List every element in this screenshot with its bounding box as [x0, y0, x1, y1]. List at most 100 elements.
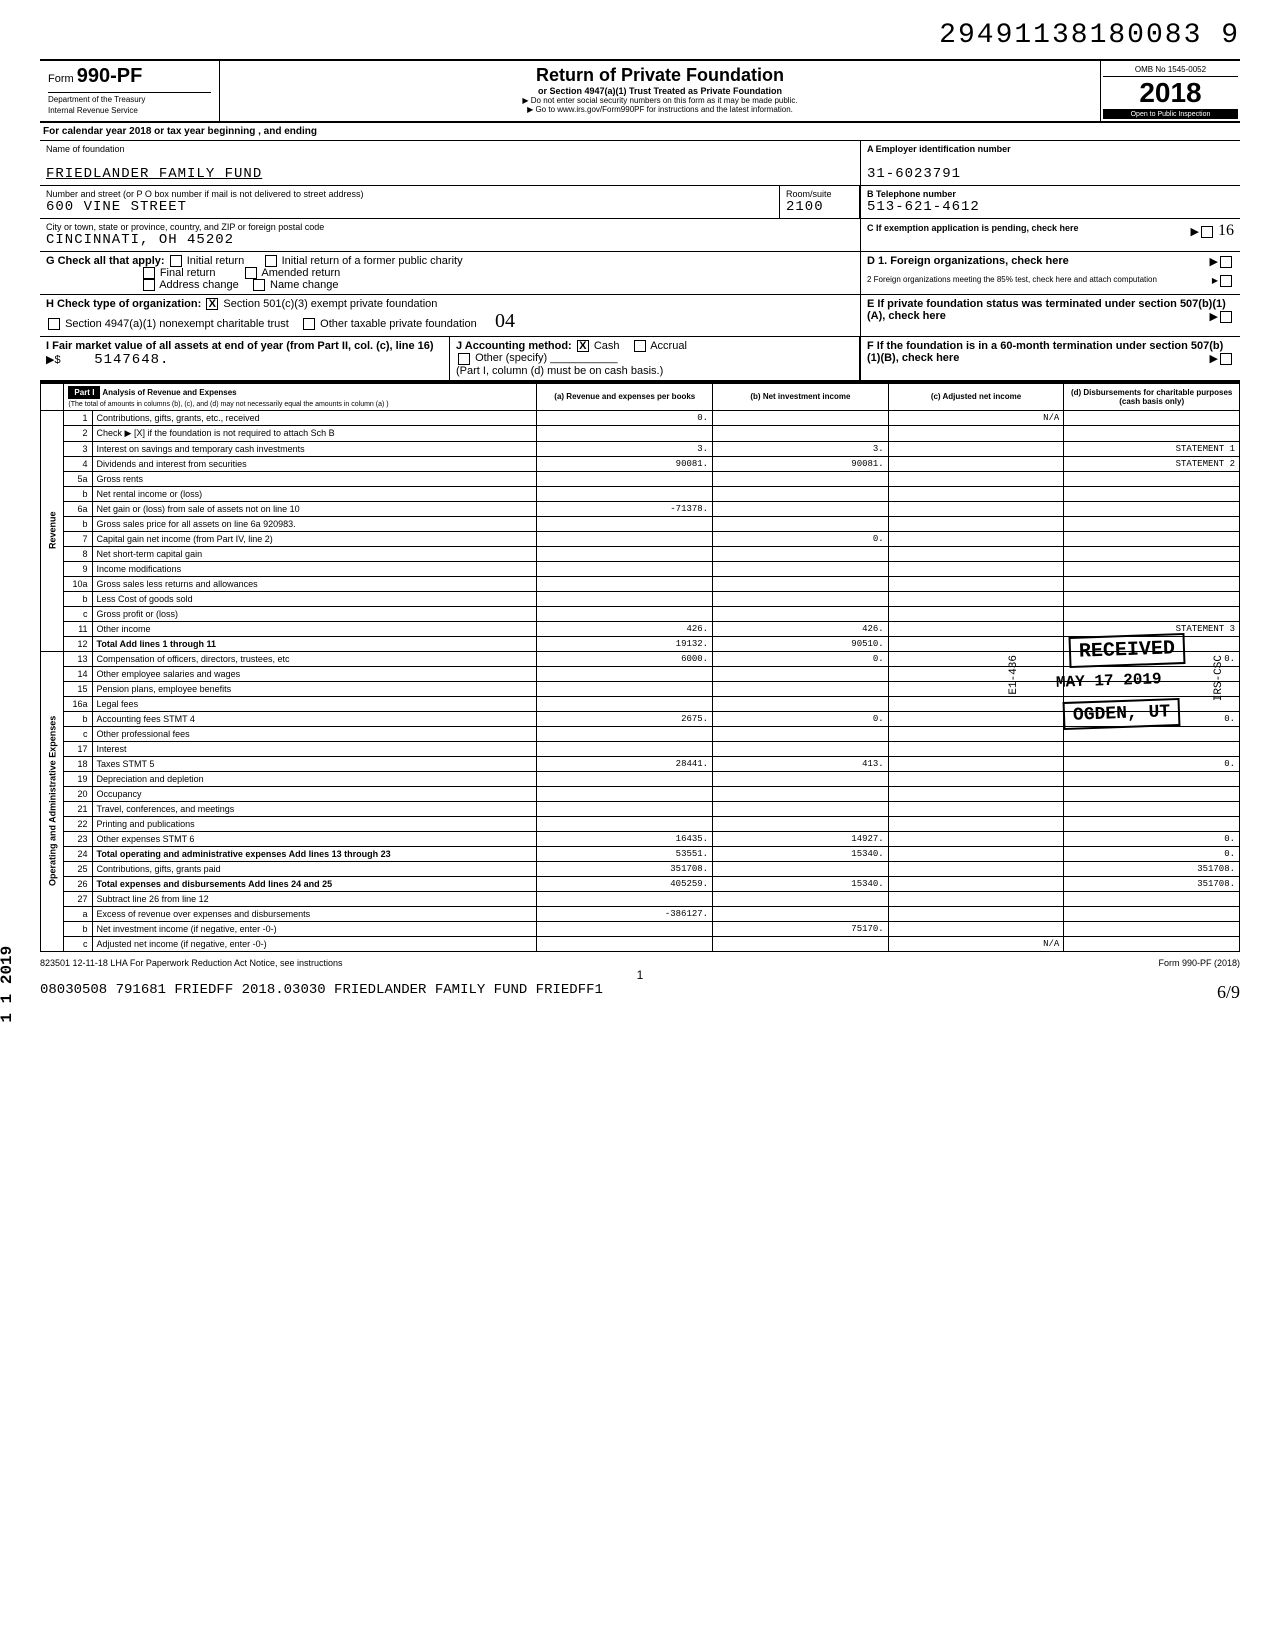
footer-left: 823501 12-11-18 LHA For Paperwork Reduct… — [40, 958, 343, 968]
line-description: Other professional fees — [92, 726, 537, 741]
g-former-checkbox[interactable] — [265, 255, 277, 267]
line-number: 15 — [64, 681, 92, 696]
value-cell — [1064, 531, 1240, 546]
g-address-checkbox[interactable] — [143, 279, 155, 291]
table-row: 18Taxes STMT 528441.413.0. — [41, 756, 1240, 771]
value-cell: 16435. — [537, 831, 713, 846]
city-exemption-row: City or town, state or province, country… — [40, 219, 1240, 252]
table-row: 22Printing and publications — [41, 816, 1240, 831]
line-description: Legal fees — [92, 696, 537, 711]
line-number: b — [64, 486, 92, 501]
j-label: J Accounting method: — [456, 340, 572, 352]
g-amended: Amended return — [261, 267, 340, 279]
line-number: 17 — [64, 741, 92, 756]
value-cell: 2675. — [537, 711, 713, 726]
line-number: 9 — [64, 561, 92, 576]
line-number: b — [64, 516, 92, 531]
value-cell — [713, 486, 889, 501]
title-warn: ▶ Do not enter social security numbers o… — [224, 96, 1096, 105]
d2-checkbox[interactable] — [1220, 275, 1232, 287]
h-other: Other taxable private foundation — [320, 318, 477, 330]
value-cell — [713, 591, 889, 606]
h-other-checkbox[interactable] — [303, 318, 315, 330]
value-cell — [1064, 471, 1240, 486]
value-cell — [1064, 816, 1240, 831]
line-description: Gross sales less returns and allowances — [92, 576, 537, 591]
j-other-checkbox[interactable] — [458, 353, 470, 365]
g-final-checkbox[interactable] — [143, 267, 155, 279]
value-cell — [888, 516, 1064, 531]
line-description: Compensation of officers, directors, tru… — [92, 651, 537, 666]
j-accrual-checkbox[interactable] — [634, 340, 646, 352]
value-cell — [537, 936, 713, 951]
title-main: Return of Private Foundation — [224, 65, 1096, 86]
table-row: 25Contributions, gifts, grants paid35170… — [41, 861, 1240, 876]
c-checkbox[interactable] — [1201, 226, 1213, 238]
line-number: b — [64, 591, 92, 606]
table-row: 6aNet gain or (loss) from sale of assets… — [41, 501, 1240, 516]
part1-title: Analysis of Revenue and Expenses — [102, 388, 236, 397]
h-4947-checkbox[interactable] — [48, 318, 60, 330]
d1-checkbox[interactable] — [1220, 256, 1232, 268]
line-number: 18 — [64, 756, 92, 771]
line-number: 10a — [64, 576, 92, 591]
year-box: OMB No 1545-0052 2018 Open to Public Ins… — [1100, 61, 1240, 121]
table-row: 24Total operating and administrative exp… — [41, 846, 1240, 861]
table-row: aExcess of revenue over expenses and dis… — [41, 906, 1240, 921]
value-cell — [713, 681, 889, 696]
title-box: Return of Private Foundation or Section … — [220, 61, 1100, 121]
value-cell — [537, 666, 713, 681]
value-cell — [537, 576, 713, 591]
g-amended-checkbox[interactable] — [245, 267, 257, 279]
line-number: 6a — [64, 501, 92, 516]
value-cell — [1064, 906, 1240, 921]
value-cell — [888, 861, 1064, 876]
line-number: 24 — [64, 846, 92, 861]
line-description: Total Add lines 1 through 11 — [92, 636, 537, 651]
value-cell: 0. — [713, 711, 889, 726]
value-cell — [537, 425, 713, 441]
g-initial-checkbox[interactable] — [170, 255, 182, 267]
table-row: bLess Cost of goods sold — [41, 591, 1240, 606]
dept-irs: Internal Revenue Service — [48, 104, 211, 115]
value-cell: 15340. — [713, 846, 889, 861]
line-number: 16a — [64, 696, 92, 711]
table-row: 21Travel, conferences, and meetings — [41, 801, 1240, 816]
value-cell: N/A — [888, 936, 1064, 951]
f-checkbox[interactable] — [1220, 353, 1232, 365]
table-row: 17Interest — [41, 741, 1240, 756]
value-cell — [888, 756, 1064, 771]
value-cell — [1064, 561, 1240, 576]
ein-value: 31-6023791 — [867, 166, 1234, 182]
line-number: 11 — [64, 621, 92, 636]
h-501-checkbox[interactable] — [206, 298, 218, 310]
table-row: cAdjusted net income (if negative, enter… — [41, 936, 1240, 951]
value-cell — [537, 486, 713, 501]
e-checkbox[interactable] — [1220, 311, 1232, 323]
value-cell — [713, 891, 889, 906]
table-row: 8Net short-term capital gain — [41, 546, 1240, 561]
table-row: 27Subtract line 26 from line 12 — [41, 891, 1240, 906]
j-cash-checkbox[interactable] — [577, 340, 589, 352]
line-description: Net gain or (loss) from sale of assets n… — [92, 501, 537, 516]
value-cell — [713, 425, 889, 441]
line-number: 20 — [64, 786, 92, 801]
col-a-header: (a) Revenue and expenses per books — [537, 383, 713, 411]
col-c-header: (c) Adjusted net income — [888, 383, 1064, 411]
value-cell: 0. — [1064, 831, 1240, 846]
line-number: 23 — [64, 831, 92, 846]
value-cell — [888, 561, 1064, 576]
value-cell — [888, 831, 1064, 846]
value-cell — [537, 546, 713, 561]
i-j-f-row: I Fair market value of all assets at end… — [40, 337, 1240, 381]
scanned-stamp: SCANNED JUN 1 1 2019 — [0, 900, 16, 1023]
value-cell — [713, 906, 889, 921]
line-number: 21 — [64, 801, 92, 816]
line-description: Capital gain net income (from Part IV, l… — [92, 531, 537, 546]
line-number: 5a — [64, 471, 92, 486]
value-cell — [537, 816, 713, 831]
table-row: Operating and Administrative Expenses13C… — [41, 651, 1240, 666]
line-number: 8 — [64, 546, 92, 561]
g-name-checkbox[interactable] — [253, 279, 265, 291]
value-cell: 3. — [713, 441, 889, 456]
